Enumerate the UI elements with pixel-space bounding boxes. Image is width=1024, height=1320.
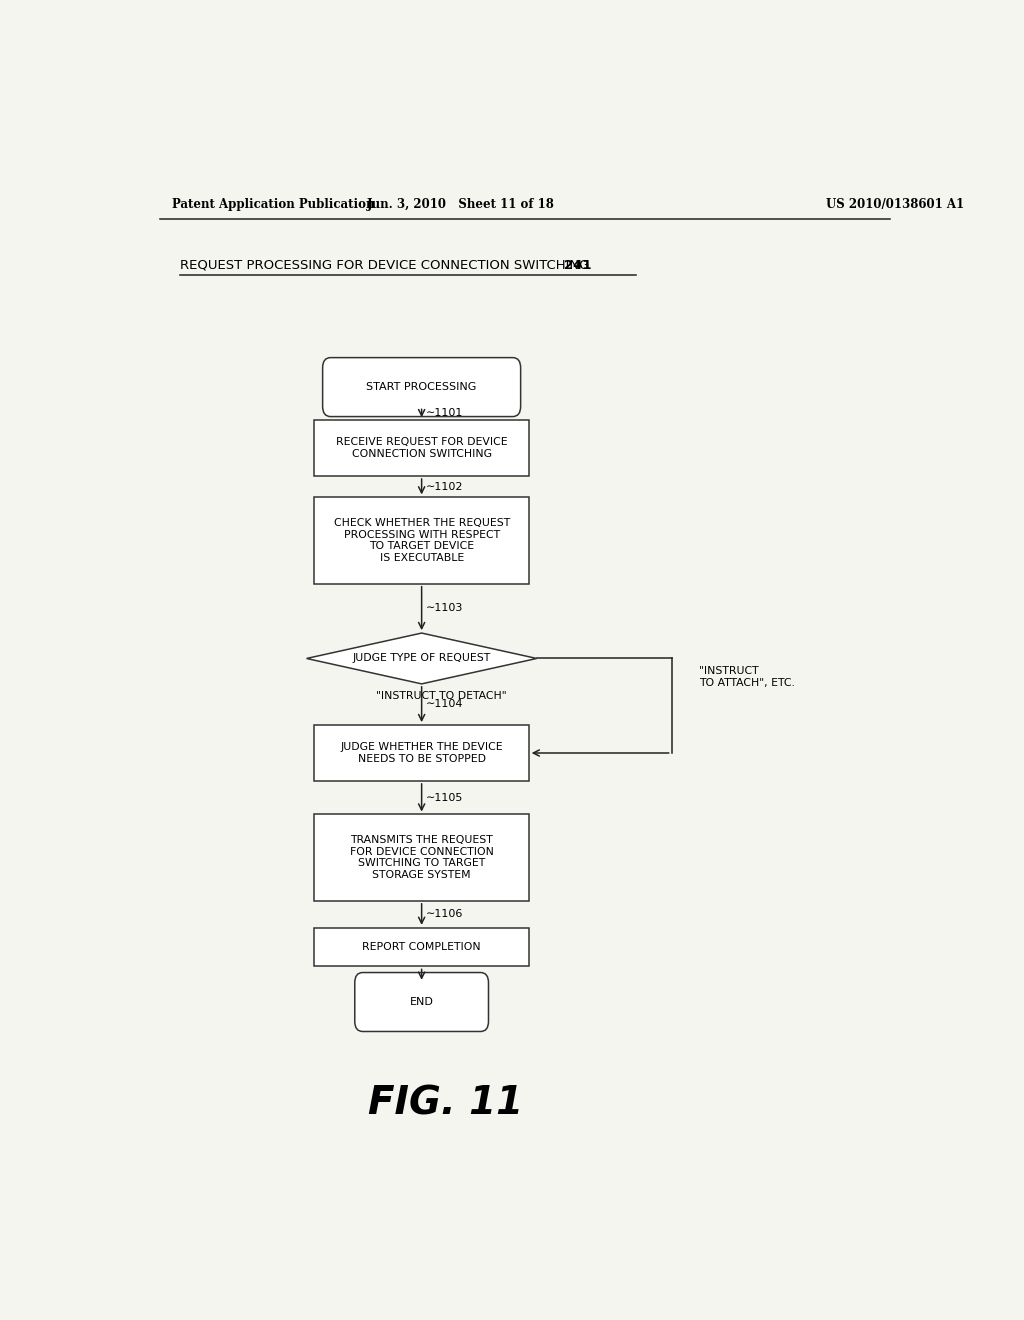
FancyBboxPatch shape (314, 420, 528, 477)
Text: FIG. 11: FIG. 11 (368, 1085, 523, 1122)
Text: ∼1102: ∼1102 (426, 482, 463, 491)
Text: "INSTRUCT TO DETACH": "INSTRUCT TO DETACH" (376, 692, 507, 701)
FancyBboxPatch shape (354, 973, 488, 1031)
Polygon shape (306, 634, 537, 684)
Text: Jun. 3, 2010   Sheet 11 of 18: Jun. 3, 2010 Sheet 11 of 18 (368, 198, 555, 211)
Text: ∼1101: ∼1101 (426, 408, 463, 418)
Text: CHECK WHETHER THE REQUEST
PROCESSING WITH RESPECT
TO TARGET DEVICE
IS EXECUTABLE: CHECK WHETHER THE REQUEST PROCESSING WIT… (334, 519, 510, 562)
Text: TRANSMITS THE REQUEST
FOR DEVICE CONNECTION
SWITCHING TO TARGET
STORAGE SYSTEM: TRANSMITS THE REQUEST FOR DEVICE CONNECT… (349, 836, 494, 880)
Text: START PROCESSING: START PROCESSING (367, 381, 477, 392)
Text: JUDGE TYPE OF REQUEST: JUDGE TYPE OF REQUEST (352, 653, 490, 664)
Text: ∼1103: ∼1103 (426, 603, 463, 614)
Text: ∼1104: ∼1104 (426, 700, 463, 709)
Text: "INSTRUCT
TO ATTACH", ETC.: "INSTRUCT TO ATTACH", ETC. (699, 667, 796, 688)
Text: Patent Application Publication: Patent Application Publication (172, 198, 374, 211)
FancyBboxPatch shape (323, 358, 520, 417)
FancyBboxPatch shape (314, 498, 528, 583)
Text: ∼1105: ∼1105 (426, 793, 463, 803)
Text: 241: 241 (564, 259, 592, 272)
Text: RECEIVE REQUEST FOR DEVICE
CONNECTION SWITCHING: RECEIVE REQUEST FOR DEVICE CONNECTION SW… (336, 437, 508, 459)
Text: US 2010/0138601 A1: US 2010/0138601 A1 (826, 198, 965, 211)
FancyBboxPatch shape (314, 725, 528, 781)
Text: END: END (410, 997, 433, 1007)
Text: ∼1106: ∼1106 (426, 909, 463, 919)
Text: JUDGE WHETHER THE DEVICE
NEEDS TO BE STOPPED: JUDGE WHETHER THE DEVICE NEEDS TO BE STO… (340, 742, 503, 764)
FancyBboxPatch shape (314, 814, 528, 900)
Text: REPORT COMPLETION: REPORT COMPLETION (362, 942, 481, 952)
Text: REQUEST PROCESSING FOR DEVICE CONNECTION SWITCHING: REQUEST PROCESSING FOR DEVICE CONNECTION… (179, 259, 593, 272)
FancyBboxPatch shape (314, 928, 528, 966)
